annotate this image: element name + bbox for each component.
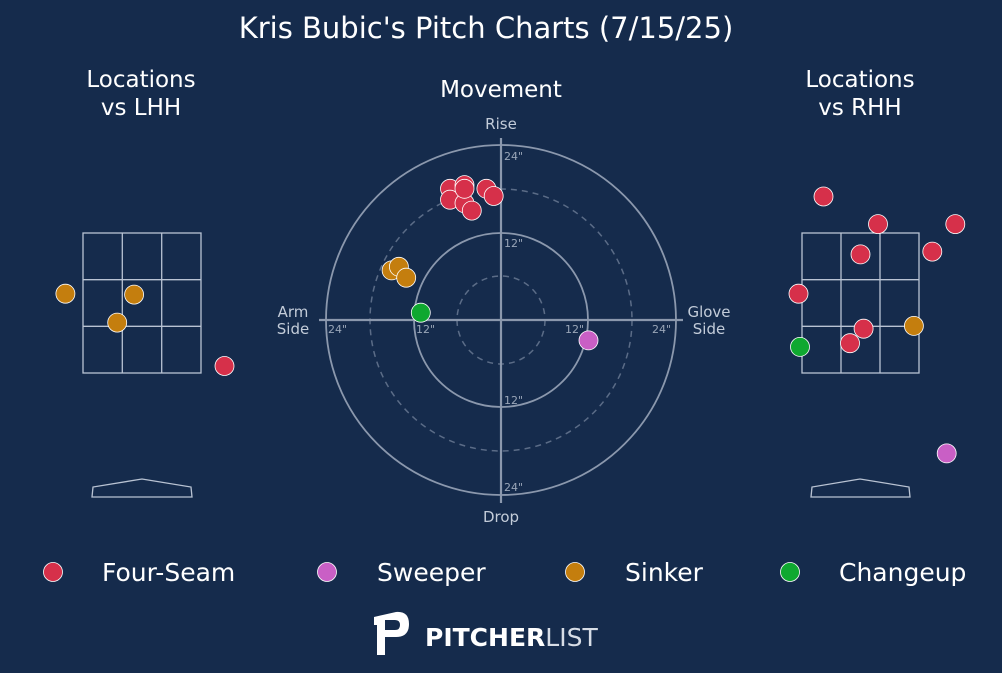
lhh-sinker-point-3 xyxy=(107,312,128,333)
movement-points xyxy=(381,175,599,351)
rhh-four-seam-point-6 xyxy=(788,283,809,304)
ring-label-left-24: 24" xyxy=(328,323,347,336)
movement-four-seam-point-6 xyxy=(483,186,504,206)
rhh-changeup-point-10 xyxy=(790,336,810,357)
lhh-location-points xyxy=(55,283,235,376)
rhh-panel-title-line2: vs RHH xyxy=(818,95,901,121)
rhh-sinker-point-9 xyxy=(904,315,924,336)
logo-text-pitcher: PITCHER xyxy=(425,623,545,652)
rhh-location-points xyxy=(788,186,966,464)
movement-sinker-point-11 xyxy=(396,267,417,288)
rhh-panel-title-line1: Locations xyxy=(805,67,914,93)
lhh-sinker-point-2 xyxy=(124,284,145,305)
lhh-panel-title-line2: vs LHH xyxy=(101,95,181,121)
rhh-four-seam-point-8 xyxy=(840,333,860,354)
lhh-home-plate xyxy=(91,478,193,498)
axis-label-arm-side-line1: Arm xyxy=(278,303,309,321)
lhh-panel-title-line1: Locations xyxy=(86,67,195,93)
rhh-four-seam-point-2 xyxy=(868,214,888,235)
legend-label-sinker: Sinker xyxy=(625,558,704,587)
ring-label-top-12: 12" xyxy=(504,237,523,250)
legend-label-changeup: Changeup xyxy=(839,558,966,587)
rhh-home-plate xyxy=(810,478,911,498)
rhh-four-seam-point-5 xyxy=(922,241,943,262)
pitcherlist-logo-mark xyxy=(374,611,409,655)
movement-four-seam-point-8 xyxy=(454,178,475,199)
movement-sweeper-point-13 xyxy=(578,330,599,351)
movement-changeup-point-12 xyxy=(410,302,431,323)
movement-panel-title: Movement xyxy=(440,77,562,103)
axis-label-glove-side-line1: Glove xyxy=(687,303,730,321)
pitcherlist-logo: PITCHERLIST xyxy=(374,611,598,655)
pitcherlist-logo-wordmark: PITCHERLIST xyxy=(425,623,598,652)
legend-marker-sinker xyxy=(565,562,585,582)
legend-marker-changeup xyxy=(780,562,800,582)
rhh-four-seam-point-4 xyxy=(850,244,871,265)
rhh-four-seam-point-7 xyxy=(853,318,874,339)
legend: Four-Seam Sweeper Sinker Changeup xyxy=(43,558,966,587)
movement-four-seam-point-7 xyxy=(461,200,482,221)
ring-label-top-24: 24" xyxy=(504,150,523,163)
legend-label-sweeper: Sweeper xyxy=(377,558,486,587)
ring-label-bottom-24: 24" xyxy=(504,481,523,494)
ring-label-right-12: 12" xyxy=(565,323,584,336)
ring-label-right-24: 24" xyxy=(652,323,671,336)
rhh-four-seam-point-3 xyxy=(945,214,966,235)
axis-label-glove-side-line2: Side xyxy=(693,320,725,338)
rhh-sweeper-point-11 xyxy=(936,443,957,464)
chart-title: Kris Bubic's Pitch Charts (7/15/25) xyxy=(239,11,734,45)
axis-label-drop: Drop xyxy=(483,508,519,526)
legend-label-four-seam: Four-Seam xyxy=(102,558,235,587)
axis-label-rise: Rise xyxy=(485,115,517,133)
axis-label-arm-side-line2: Side xyxy=(277,320,309,338)
lhh-four-seam-point-4 xyxy=(214,356,235,376)
legend-marker-sweeper xyxy=(317,562,337,582)
logo-text-list: LIST xyxy=(545,623,598,652)
rhh-four-seam-point-1 xyxy=(813,186,834,207)
ring-label-bottom-12: 12" xyxy=(504,394,523,407)
lhh-sinker-point-1 xyxy=(55,283,76,304)
lhh-strike-zone xyxy=(82,232,202,374)
ring-label-left-12: 12" xyxy=(416,323,435,336)
legend-marker-four-seam xyxy=(43,562,63,582)
